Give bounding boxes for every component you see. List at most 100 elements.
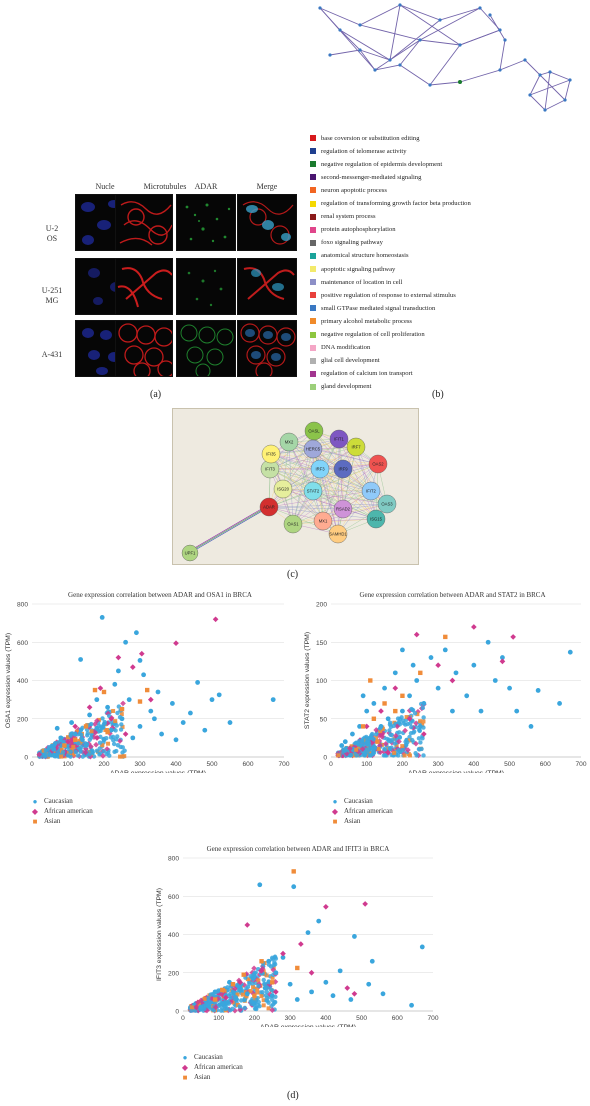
- data-point-caucasian: [330, 993, 336, 999]
- data-point-caucasian: [348, 753, 353, 758]
- data-point-caucasian: [409, 724, 414, 730]
- data-point-caucasian: [108, 735, 114, 740]
- micrograph: [115, 194, 173, 251]
- data-point-caucasian: [134, 630, 139, 636]
- data-point-caucasian: [68, 749, 73, 754]
- data-point-caucasian: [120, 745, 125, 750]
- data-point-caucasian: [268, 987, 274, 992]
- data-point-caucasian: [141, 672, 147, 678]
- data-point-caucasian: [43, 752, 48, 758]
- data-point-caucasian: [75, 753, 81, 758]
- protein-node: [329, 429, 349, 449]
- data-point-asian: [400, 744, 405, 749]
- data-point-caucasian: [76, 741, 81, 746]
- data-point-african-american: [138, 650, 145, 657]
- data-point-caucasian: [98, 724, 104, 729]
- protein-label: IRF7: [351, 445, 361, 450]
- data-point-caucasian: [98, 728, 103, 734]
- circle-marker-icon: ●: [182, 1052, 188, 1062]
- data-point-asian: [349, 744, 354, 749]
- data-point-caucasian: [237, 985, 243, 991]
- x-tick-label: 400: [320, 1015, 331, 1022]
- protein-label: OAS3: [381, 502, 393, 507]
- data-point-caucasian: [309, 989, 314, 995]
- legend-label: gland development: [321, 383, 372, 391]
- color-swatch-icon: [310, 174, 316, 181]
- x-axis-label: ADAR expression values (TPM): [110, 770, 206, 773]
- protein-node: [181, 544, 199, 562]
- legend-item: primary alcohol metabolic process: [310, 315, 412, 327]
- data-point-caucasian: [362, 752, 368, 758]
- data-point-caucasian: [354, 753, 359, 758]
- data-point-caucasian: [69, 720, 74, 725]
- data-point-asian: [354, 747, 359, 752]
- data-point-caucasian: [238, 998, 244, 1003]
- protein-node: [310, 459, 330, 479]
- data-point-caucasian: [202, 727, 208, 733]
- micrograph: [176, 320, 236, 377]
- legend-label: neuron apoptotic process: [321, 186, 387, 194]
- x-tick-label: 200: [397, 761, 408, 768]
- data-point-caucasian: [383, 753, 388, 758]
- y-tick-label: 200: [17, 716, 28, 723]
- data-point-caucasian: [89, 721, 94, 727]
- micrograph: [115, 320, 173, 377]
- data-point-caucasian: [387, 728, 392, 733]
- data-point-caucasian: [227, 993, 232, 999]
- data-point-asian: [65, 735, 70, 740]
- data-point-caucasian: [417, 727, 422, 733]
- data-point-caucasian: [247, 981, 252, 986]
- data-point-asian: [189, 1005, 194, 1010]
- y-tick-label: 50: [320, 716, 328, 723]
- data-point-caucasian: [280, 955, 286, 960]
- data-point-caucasian: [78, 727, 84, 732]
- legend-label: maintenance of location in cell: [321, 278, 403, 286]
- protein-node: [261, 444, 281, 464]
- data-point-caucasian: [102, 721, 107, 726]
- data-point-caucasian: [223, 999, 229, 1004]
- data-point-african-american: [499, 658, 506, 665]
- data-point-caucasian: [388, 732, 393, 737]
- data-point-caucasian: [195, 680, 201, 685]
- data-point-caucasian: [409, 737, 415, 743]
- data-point-african-american: [510, 634, 516, 640]
- data-point-caucasian: [226, 987, 231, 992]
- channel-header-microtubules: Microtubules: [143, 182, 187, 191]
- diamond-marker-icon: ◆: [331, 806, 339, 816]
- x-tick-label: 100: [361, 761, 372, 768]
- protein-node: [303, 439, 323, 459]
- data-point-caucasian: [85, 731, 90, 736]
- chart-title: Gene expression correlation between ADAR…: [359, 591, 546, 599]
- legend-label: small GTPase mediated signal transductio…: [321, 304, 436, 312]
- data-point-african-american: [449, 677, 456, 684]
- data-point-asian: [360, 724, 366, 729]
- data-point-african-american: [471, 624, 477, 630]
- protein-label: MX1: [319, 519, 328, 524]
- data-point-caucasian: [116, 668, 121, 674]
- x-tick-label: 600: [392, 1015, 403, 1022]
- data-point-caucasian: [252, 1000, 257, 1006]
- data-point-caucasian: [87, 752, 92, 757]
- data-point-asian: [248, 988, 253, 993]
- data-point-caucasian: [403, 722, 408, 727]
- protein-label: OASL: [308, 429, 320, 434]
- data-point-caucasian: [173, 737, 179, 743]
- data-point-asian: [418, 719, 423, 724]
- legend-label: base coversion or substitution editing: [321, 134, 420, 142]
- data-point-asian: [418, 670, 423, 676]
- data-point-african-american: [94, 734, 101, 741]
- legend-item: renal system process: [310, 211, 376, 223]
- data-point-caucasian: [237, 1004, 242, 1009]
- data-point-asian: [376, 746, 381, 751]
- data-point-asian: [62, 743, 67, 748]
- data-point-caucasian: [83, 743, 89, 748]
- data-point-caucasian: [180, 720, 186, 725]
- data-point-african-american: [392, 685, 399, 691]
- x-tick-label: 200: [249, 1015, 260, 1022]
- data-point-asian: [101, 689, 107, 695]
- data-point-asian: [235, 1002, 240, 1007]
- data-point-caucasian: [360, 693, 366, 699]
- enrichment-network: [318, 3, 572, 112]
- x-axis-label: ADAR expression values (TPM): [408, 770, 504, 773]
- data-point-caucasian: [385, 716, 391, 722]
